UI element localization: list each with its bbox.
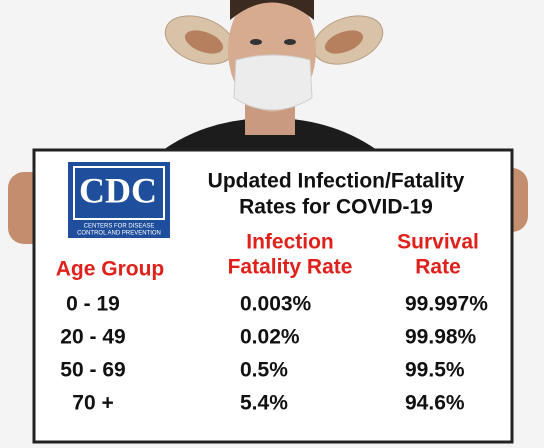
logo-subtitle: CONTROL AND PREVENTION [77, 231, 161, 237]
table-body: 0 - 19 0.003% 99.997% 20 - 49 0.02% 99.98% 50 … [60, 293, 488, 415]
column-header: Fatality Rate [228, 256, 353, 279]
hair [230, 0, 314, 20]
table-cell: 70 + [72, 392, 113, 415]
face-mask [233, 54, 313, 111]
table-cell: 99.5% [405, 359, 465, 382]
eye [284, 39, 296, 45]
cdc-logo-frame [73, 166, 165, 220]
sign-title: Rates for COVID-19 [239, 196, 433, 219]
cow-ear-left-inner [184, 30, 224, 54]
cow-ear-right-inner [324, 30, 364, 54]
logo-text: CDC [79, 170, 157, 210]
column-header: Age Group [56, 258, 165, 281]
table-cell: 99.98% [405, 326, 477, 349]
table-cell: 0.5% [240, 359, 288, 382]
table-cell: 0 - 19 [66, 293, 120, 316]
eye [250, 39, 262, 45]
sign-title: Updated Infection/Fatality [208, 170, 465, 193]
column-header: Survival [397, 231, 479, 254]
table-cell: 99.997% [405, 293, 488, 316]
table-cell: 20 - 49 [60, 326, 125, 349]
table-cell: 94.6% [405, 392, 465, 415]
table-cell: 0.02% [240, 326, 300, 349]
table-cell: 5.4% [240, 392, 288, 415]
table-cell: 0.003% [240, 293, 312, 316]
table-cell: 50 - 69 [60, 359, 125, 382]
column-header: Rate [415, 256, 461, 279]
column-header: Infection [246, 231, 334, 254]
logo-subtitle: CENTERS FOR DISEASE [84, 224, 155, 230]
